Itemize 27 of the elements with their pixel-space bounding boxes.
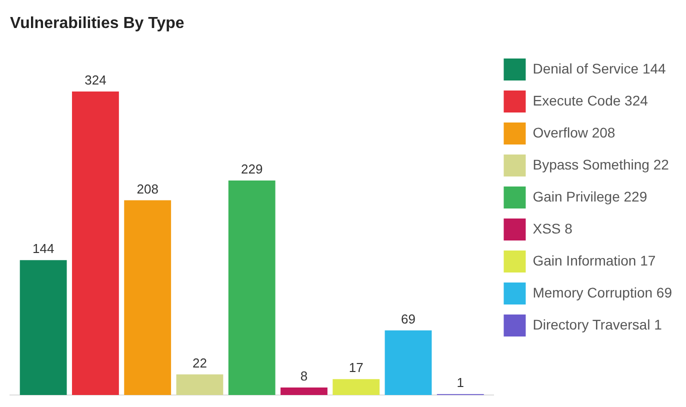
- data-label: 1: [456, 375, 464, 390]
- data-label: 22: [192, 355, 207, 370]
- data-label: 17: [348, 360, 364, 376]
- bar: [280, 388, 328, 395]
- data-label: 144: [32, 241, 54, 256]
- bar: [124, 200, 172, 395]
- bar: [332, 379, 380, 395]
- legend-label: XSS 8: [532, 220, 573, 236]
- legend-label: Execute Code 324: [532, 92, 648, 108]
- bar: [20, 260, 67, 395]
- data-label: 8: [300, 368, 308, 384]
- legend-label: Bypass Something 22: [532, 156, 670, 172]
- legend-label: Denial of Service 144: [532, 60, 666, 76]
- legend-label: Overflow 208: [532, 124, 616, 140]
- data-label: 324: [84, 72, 106, 88]
- legend-label: Memory Corruption 69: [532, 284, 672, 300]
- legend-label: Directory Traversal 1: [532, 316, 662, 332]
- bar: [72, 92, 119, 395]
- chart-title: Vulnerabilities By Type: [10, 15, 184, 32]
- data-label: 69: [401, 311, 416, 326]
- bar: [384, 330, 432, 395]
- legend-label: Gain Privilege 229: [532, 188, 648, 204]
- bar: [176, 374, 224, 395]
- legend-label: Gain Information 17: [532, 252, 656, 268]
- data-label: 229: [241, 162, 263, 177]
- bar: [228, 180, 276, 395]
- data-label: 208: [136, 181, 158, 196]
